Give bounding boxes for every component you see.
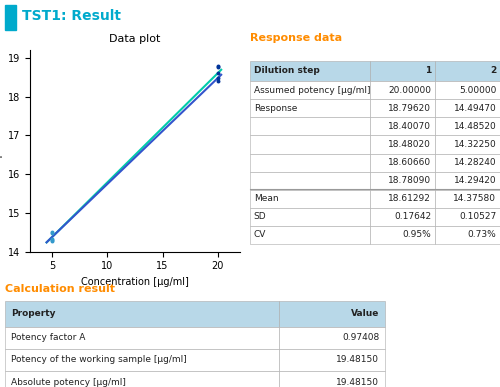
FancyBboxPatch shape (435, 226, 500, 244)
Point (48, 237, 56, 243)
FancyBboxPatch shape (250, 135, 370, 154)
Point (214, 78, 222, 84)
Text: Mean: Mean (254, 194, 278, 203)
Text: Potency factor A: Potency factor A (10, 333, 85, 342)
Text: 2: 2 (490, 67, 496, 75)
Text: 14.37580: 14.37580 (453, 194, 496, 203)
FancyBboxPatch shape (278, 349, 385, 371)
Text: Response data: Response data (250, 33, 342, 43)
FancyBboxPatch shape (370, 208, 435, 226)
Text: Value: Value (351, 309, 380, 318)
FancyBboxPatch shape (435, 135, 500, 154)
Text: SD: SD (254, 212, 266, 221)
FancyBboxPatch shape (250, 117, 370, 135)
FancyBboxPatch shape (435, 190, 500, 208)
Point (48, 229, 56, 236)
Text: 14.49470: 14.49470 (454, 104, 496, 113)
Text: 14.32250: 14.32250 (454, 140, 496, 149)
Text: 14.48520: 14.48520 (454, 122, 496, 131)
FancyBboxPatch shape (370, 226, 435, 244)
Text: 18.60660: 18.60660 (388, 158, 431, 167)
Text: 18.79620: 18.79620 (388, 104, 431, 113)
FancyBboxPatch shape (278, 371, 385, 387)
FancyBboxPatch shape (250, 99, 370, 117)
Text: 14.28240: 14.28240 (454, 158, 496, 167)
Text: TST1: Result: TST1: Result (22, 9, 121, 23)
Title: Data plot: Data plot (110, 34, 160, 44)
FancyBboxPatch shape (435, 117, 500, 135)
FancyBboxPatch shape (435, 154, 500, 172)
FancyBboxPatch shape (435, 208, 500, 226)
FancyBboxPatch shape (370, 190, 435, 208)
FancyBboxPatch shape (250, 172, 370, 190)
FancyBboxPatch shape (250, 61, 370, 81)
Point (214, 63, 222, 69)
Text: Response: Response (254, 104, 297, 113)
Bar (5, 5, 16, 30)
FancyBboxPatch shape (435, 99, 500, 117)
FancyBboxPatch shape (435, 81, 500, 99)
FancyBboxPatch shape (435, 172, 500, 190)
FancyBboxPatch shape (370, 117, 435, 135)
Text: 1: 1 (425, 67, 431, 75)
Text: Dilution step: Dilution step (254, 67, 320, 75)
FancyBboxPatch shape (370, 154, 435, 172)
FancyBboxPatch shape (5, 371, 278, 387)
Text: 0.97408: 0.97408 (342, 333, 380, 342)
FancyBboxPatch shape (5, 301, 278, 327)
FancyBboxPatch shape (250, 154, 370, 172)
FancyBboxPatch shape (250, 226, 370, 244)
Text: 18.40070: 18.40070 (388, 122, 431, 131)
Y-axis label: Response: Response (0, 127, 2, 175)
Text: 19.48150: 19.48150 (336, 378, 380, 387)
FancyBboxPatch shape (435, 61, 500, 81)
Text: Assumed potency [µg/ml]: Assumed potency [µg/ml] (254, 86, 370, 95)
Point (48, 238, 56, 244)
Text: 18.48020: 18.48020 (388, 140, 431, 149)
Text: 18.61292: 18.61292 (388, 194, 431, 203)
FancyBboxPatch shape (370, 172, 435, 190)
Text: 18.78090: 18.78090 (388, 176, 431, 185)
FancyBboxPatch shape (370, 99, 435, 117)
FancyBboxPatch shape (370, 81, 435, 99)
Text: Potency of the working sample [µg/ml]: Potency of the working sample [µg/ml] (10, 356, 186, 365)
FancyBboxPatch shape (278, 301, 385, 327)
FancyBboxPatch shape (5, 327, 278, 349)
Text: CV: CV (254, 230, 266, 240)
Text: 20.00000: 20.00000 (388, 86, 431, 95)
Point (48, 229, 56, 236)
X-axis label: Concentration [µg/ml]: Concentration [µg/ml] (81, 277, 189, 287)
FancyBboxPatch shape (250, 81, 370, 99)
Text: Calculation result: Calculation result (5, 284, 115, 293)
Text: 0.73%: 0.73% (468, 230, 496, 240)
Text: 0.10527: 0.10527 (459, 212, 496, 221)
FancyBboxPatch shape (370, 135, 435, 154)
Text: 14.29420: 14.29420 (454, 176, 496, 185)
Point (48, 236, 56, 242)
Text: 19.48150: 19.48150 (336, 356, 380, 365)
Text: Property: Property (10, 309, 55, 318)
Text: 0.95%: 0.95% (402, 230, 431, 240)
FancyBboxPatch shape (370, 61, 435, 81)
Point (214, 75, 222, 81)
Text: Absolute potency [µg/ml]: Absolute potency [µg/ml] (10, 378, 126, 387)
FancyBboxPatch shape (250, 190, 370, 208)
Text: 5.00000: 5.00000 (459, 86, 496, 95)
Point (214, 70, 222, 76)
Text: 0.17642: 0.17642 (394, 212, 431, 221)
Point (214, 63, 222, 70)
FancyBboxPatch shape (5, 349, 278, 371)
FancyBboxPatch shape (278, 327, 385, 349)
FancyBboxPatch shape (250, 208, 370, 226)
